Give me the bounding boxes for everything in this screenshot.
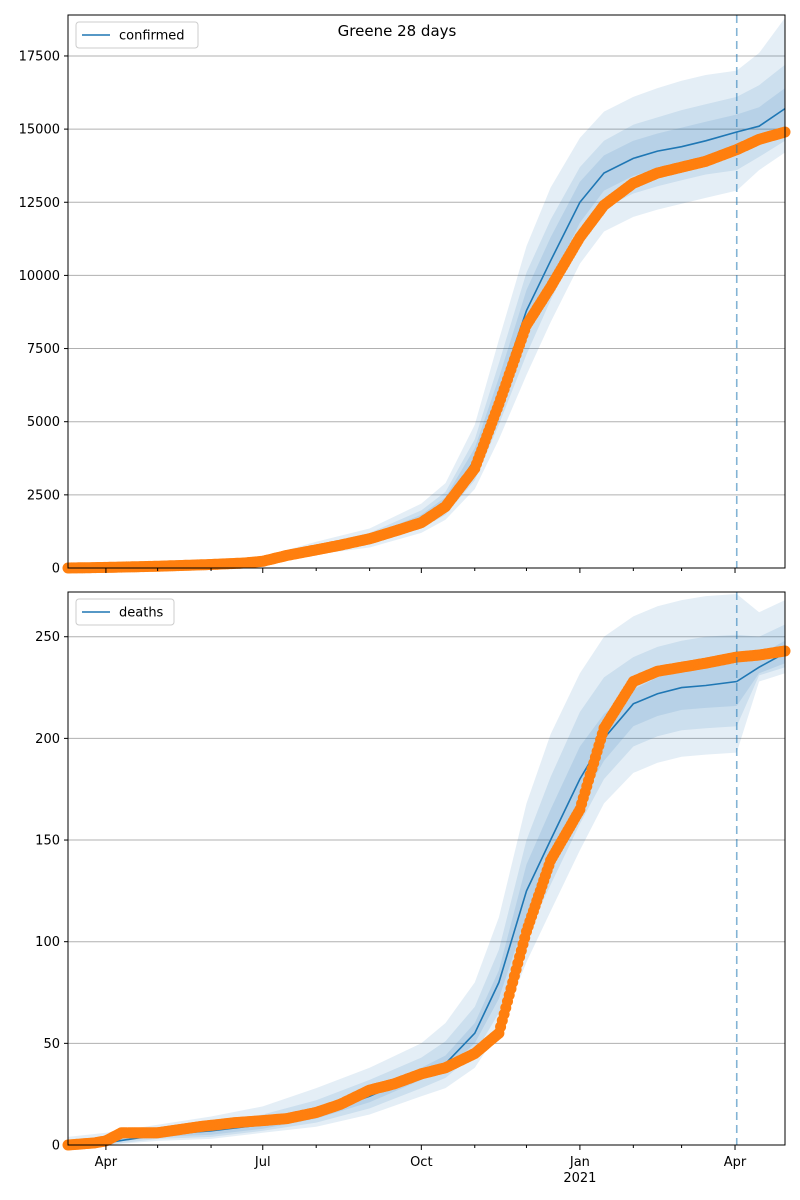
- x-tick-label: Jul: [254, 1155, 271, 1170]
- y-tick-label: 0: [52, 1139, 60, 1154]
- deaths-panel: 0 50 100 150 200 250 deaths: [35, 591, 791, 1154]
- y-tick-label: 200: [35, 732, 60, 747]
- legend-label: confirmed: [119, 29, 185, 44]
- x-tick-label: Jan: [569, 1155, 590, 1170]
- uncertainty-band-2: [68, 624, 785, 1145]
- uncertainty-band-1: [68, 17, 785, 568]
- y-tick-label: 50: [43, 1037, 60, 1052]
- y-tick-label: 100: [35, 935, 60, 950]
- x-tick-label: Apr: [95, 1155, 118, 1170]
- x-tick-label: Apr: [724, 1155, 747, 1170]
- y-tick-label: 10000: [19, 269, 60, 284]
- y-tick-label: 12500: [19, 196, 60, 211]
- y-tick-label: 5000: [27, 415, 60, 430]
- legend: confirmed: [75, 21, 199, 49]
- axes-frame: [67, 591, 786, 1146]
- legend-box: [75, 21, 199, 49]
- figure-title: Greene 28 days: [338, 22, 457, 40]
- y-tick-label: 250: [35, 630, 60, 645]
- axes-frame: [67, 14, 786, 569]
- legend-label: deaths: [119, 606, 164, 621]
- observed-series: [62, 645, 791, 1151]
- legend-box: [75, 598, 175, 626]
- y-tick-label: 150: [35, 834, 60, 849]
- y-tick-label: 2500: [27, 488, 60, 503]
- legend: deaths: [75, 598, 175, 626]
- y-tick-label: 17500: [19, 49, 60, 64]
- x-tick-label: Oct: [410, 1155, 432, 1170]
- uncertainty-band-2: [68, 64, 785, 568]
- y-tick-label: 7500: [27, 342, 60, 357]
- confirmed-panel: 0 2500 5000 7500 10000 12500 15000 17500 confirm…: [19, 14, 791, 577]
- y-tick-label: 0: [52, 562, 60, 577]
- y-tick-label: 15000: [19, 123, 60, 138]
- shared-x-axis: Apr Jul Oct Jan Apr 2021: [95, 1155, 747, 1186]
- uncertainty-band-3: [68, 88, 785, 568]
- x-year-label: 2021: [563, 1171, 596, 1186]
- uncertainty-band-3: [68, 640, 785, 1145]
